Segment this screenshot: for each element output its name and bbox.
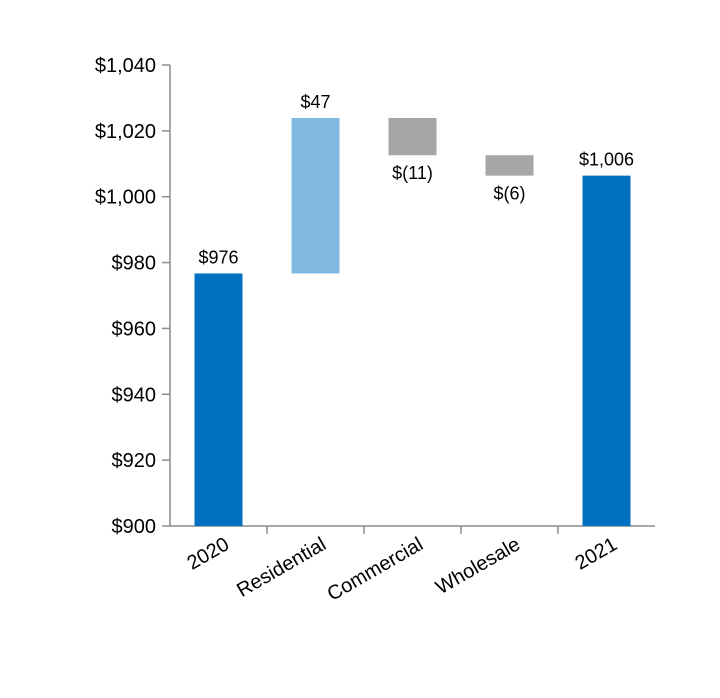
- bar-total: [194, 273, 243, 526]
- bar-increase: [291, 118, 340, 274]
- y-tick-label: $1,000: [95, 187, 156, 209]
- data-label: $(11): [392, 163, 433, 183]
- data-labels: $976 $47 $(11) $(6) $1,006: [198, 92, 634, 267]
- y-tick-label: $960: [112, 318, 157, 340]
- x-category-label: Residential: [233, 533, 330, 602]
- x-category-label: 2020: [183, 533, 233, 574]
- x-category-label: Wholesale: [432, 533, 524, 599]
- bar-total: [582, 175, 631, 526]
- data-label: $1,006: [579, 150, 634, 170]
- y-tick-label: $980: [112, 253, 157, 275]
- y-tick-label: $940: [112, 384, 157, 406]
- bar-decrease: [388, 118, 437, 156]
- x-category-label: Commercial: [324, 533, 427, 605]
- data-label: $47: [300, 92, 330, 112]
- x-category-label: 2021: [571, 533, 621, 574]
- y-axis: $900 $920 $940 $960 $980 $1,000 $1,020 $1,040: [95, 55, 171, 538]
- y-tick-label: $1,020: [95, 121, 156, 143]
- bars: [194, 118, 631, 526]
- data-label: $976: [198, 247, 238, 267]
- data-label: $(6): [493, 184, 525, 204]
- bar-decrease: [485, 155, 534, 176]
- y-tick-label: $900: [112, 516, 157, 538]
- y-tick-label: $920: [112, 450, 157, 472]
- y-tick-label: $1,040: [95, 55, 156, 77]
